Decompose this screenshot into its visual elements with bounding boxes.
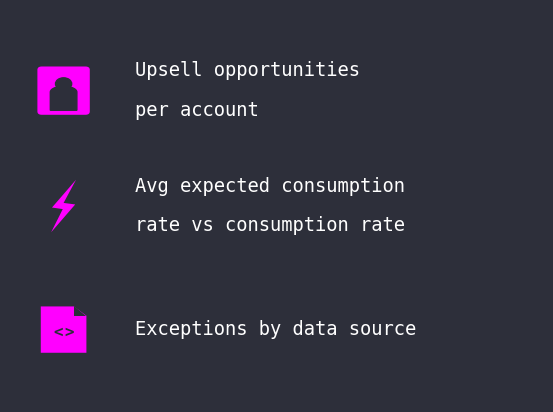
Text: Avg expected consumption: Avg expected consumption: [135, 177, 405, 196]
Polygon shape: [50, 86, 77, 110]
Text: Exceptions by data source: Exceptions by data source: [135, 320, 417, 339]
Polygon shape: [74, 307, 86, 316]
Polygon shape: [51, 180, 76, 232]
Text: per account: per account: [135, 101, 259, 120]
Circle shape: [55, 78, 72, 90]
Text: >: >: [65, 325, 74, 339]
Polygon shape: [41, 307, 86, 353]
Text: <: <: [53, 325, 62, 339]
FancyBboxPatch shape: [38, 66, 90, 115]
Text: rate vs consumption rate: rate vs consumption rate: [135, 216, 405, 235]
Text: Upsell opportunities: Upsell opportunities: [135, 61, 361, 80]
